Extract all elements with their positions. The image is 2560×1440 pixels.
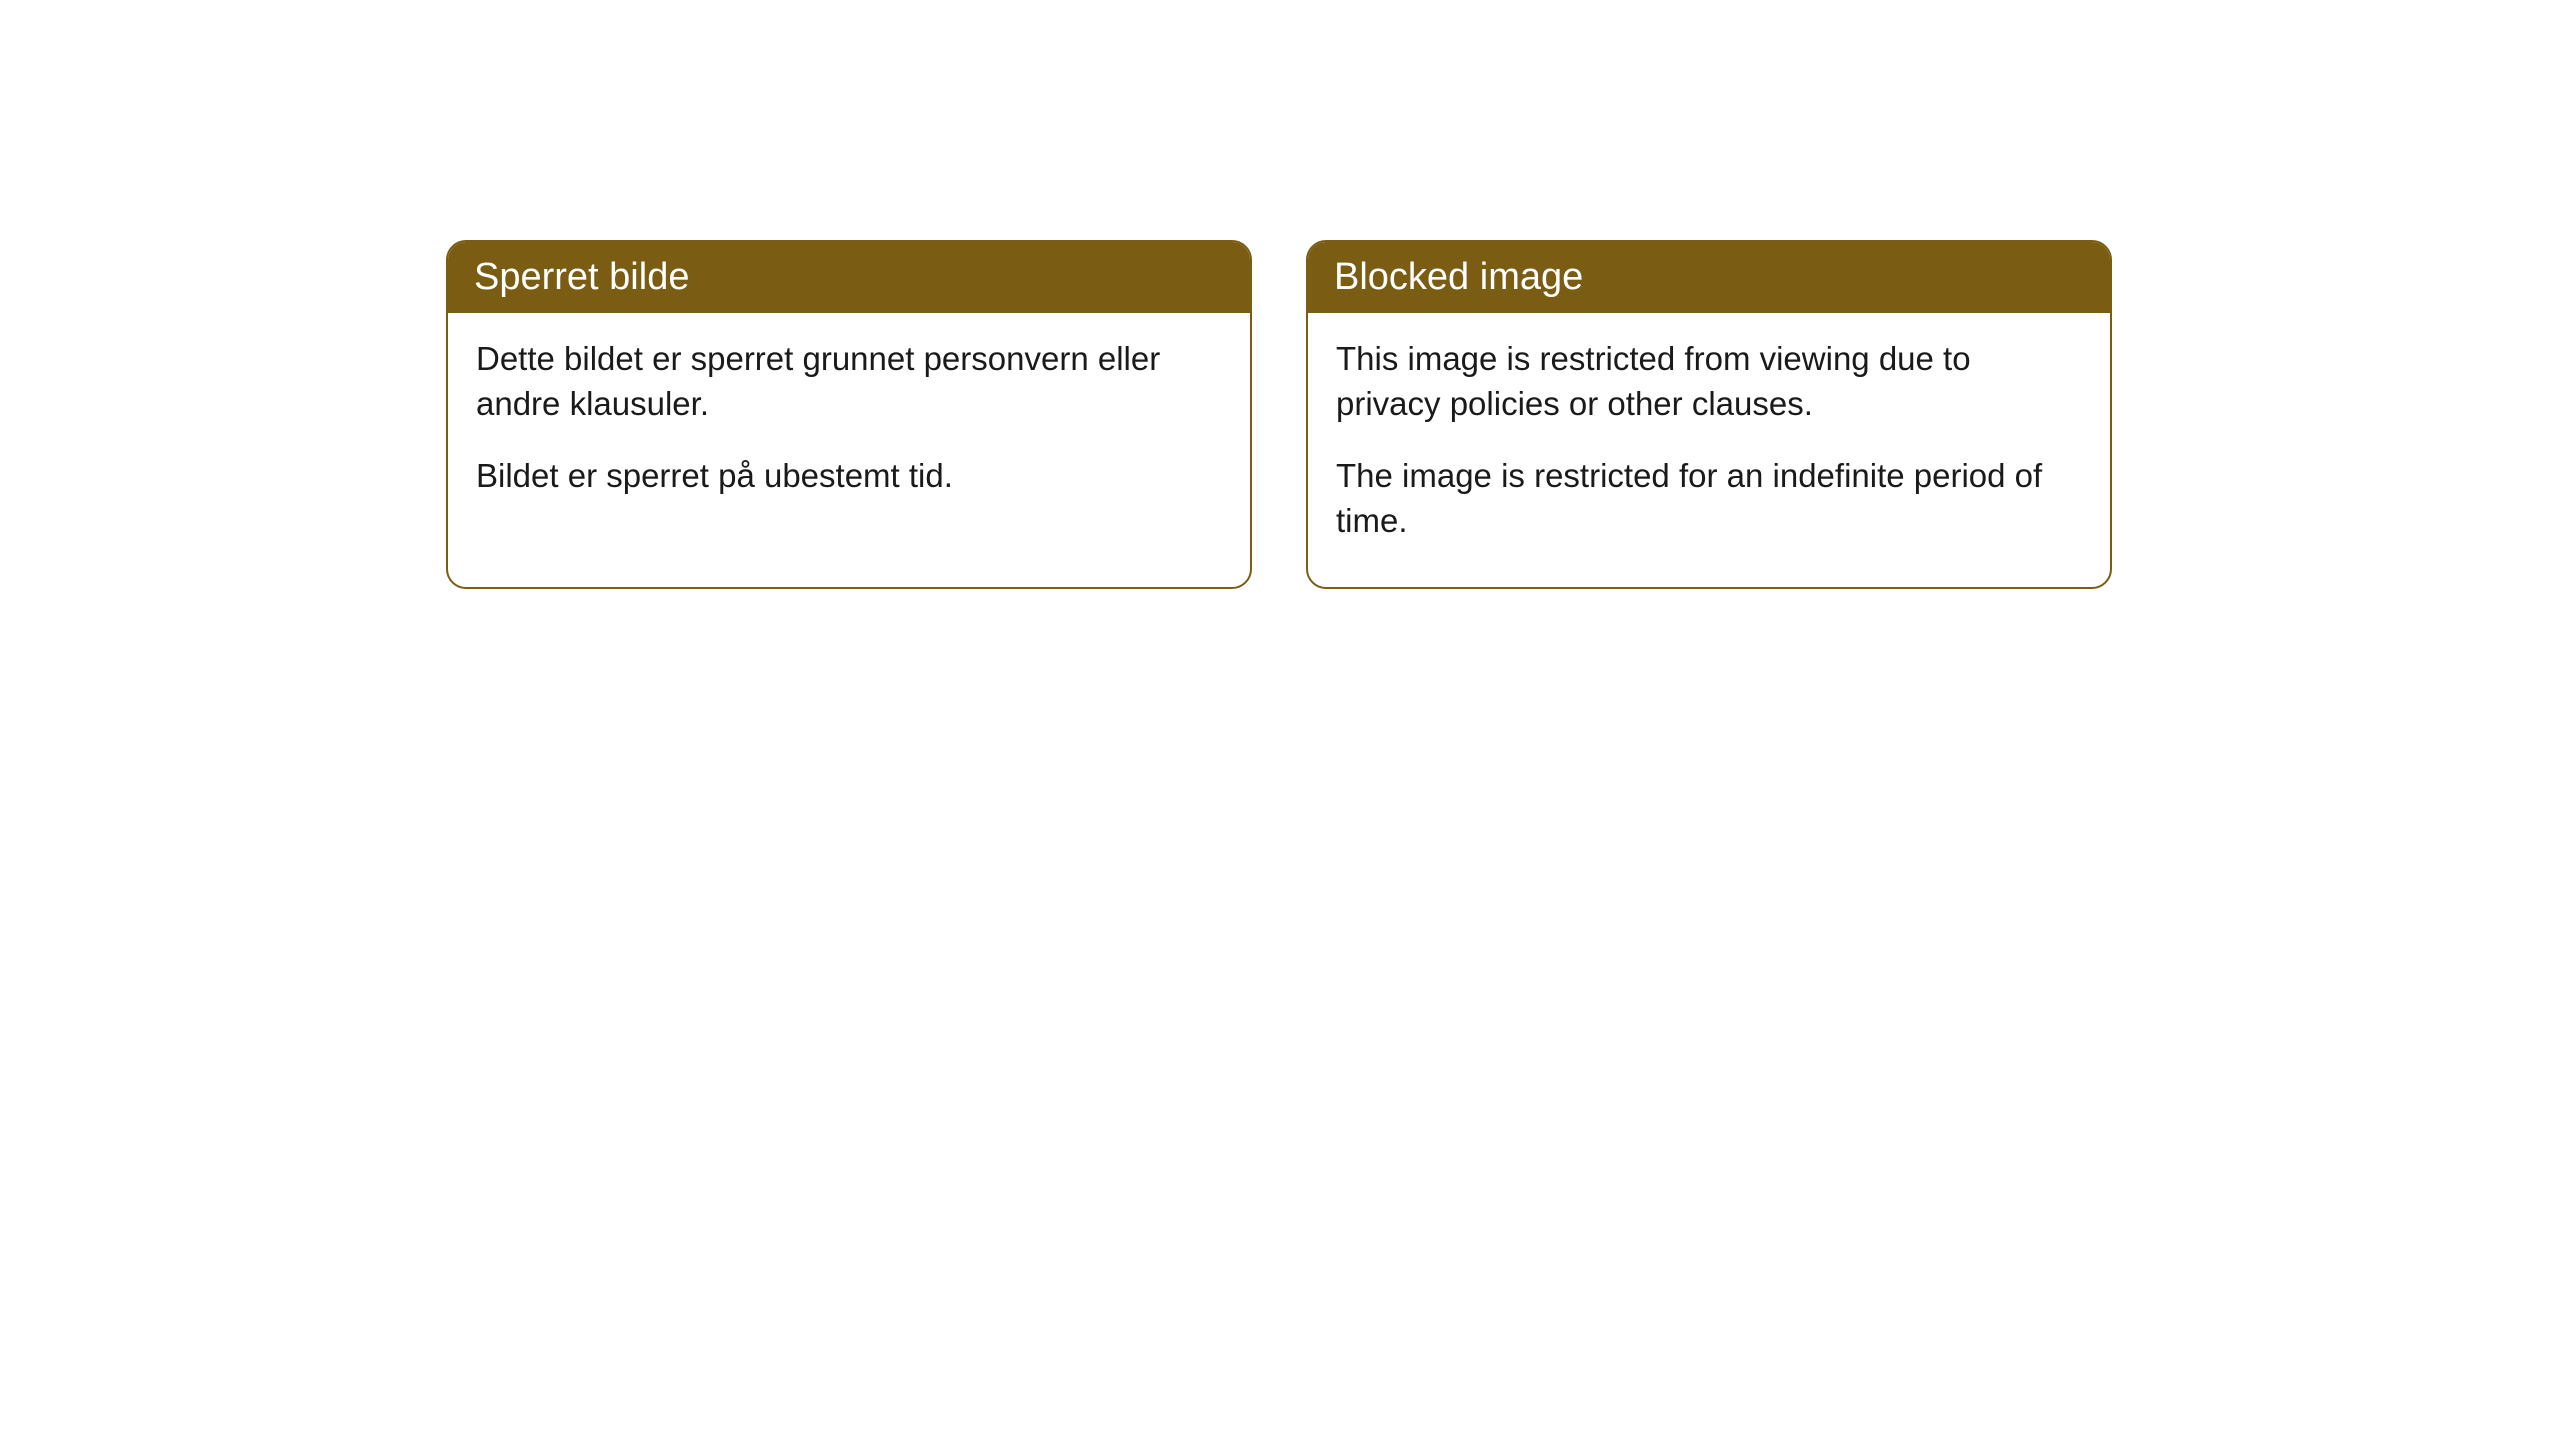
card-body-english: This image is restricted from viewing du… <box>1308 313 2110 587</box>
card-header-english: Blocked image <box>1308 242 2110 313</box>
card-paragraph-norwegian-2: Bildet er sperret på ubestemt tid. <box>476 454 1222 499</box>
card-title-norwegian: Sperret bilde <box>474 256 689 298</box>
card-header-norwegian: Sperret bilde <box>448 242 1250 313</box>
blocked-image-card-norwegian: Sperret bilde Dette bildet er sperret gr… <box>446 240 1252 589</box>
card-paragraph-english-1: This image is restricted from viewing du… <box>1336 337 2082 426</box>
card-paragraph-english-2: The image is restricted for an indefinit… <box>1336 454 2082 543</box>
blocked-image-card-english: Blocked image This image is restricted f… <box>1306 240 2112 589</box>
card-body-norwegian: Dette bildet er sperret grunnet personve… <box>448 313 1250 543</box>
notice-cards-container: Sperret bilde Dette bildet er sperret gr… <box>0 0 2560 589</box>
card-paragraph-norwegian-1: Dette bildet er sperret grunnet personve… <box>476 337 1222 426</box>
card-title-english: Blocked image <box>1334 256 1583 298</box>
